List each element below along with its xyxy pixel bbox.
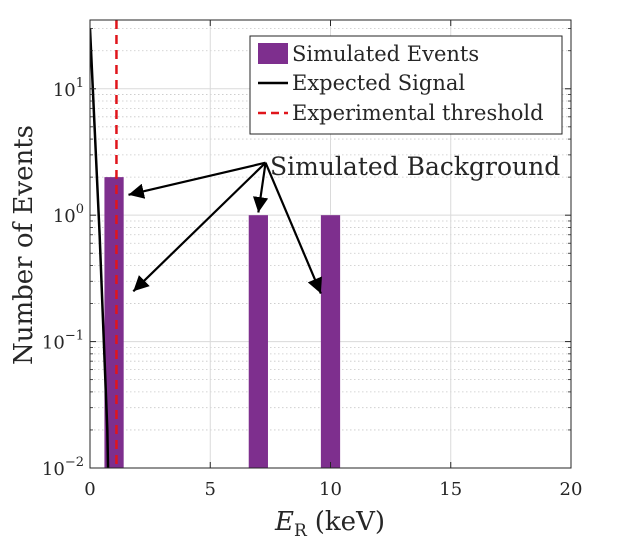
y-tick-base: 10 bbox=[42, 333, 65, 354]
x-tick-label: 10 bbox=[319, 479, 342, 500]
y-tick-base: 10 bbox=[42, 459, 65, 480]
annotation-arrow bbox=[264, 162, 322, 294]
legend-swatch-simulated-events bbox=[258, 43, 288, 64]
y-tick-label: 101 bbox=[53, 76, 84, 101]
annotation-arrow bbox=[252, 162, 269, 213]
ticks bbox=[89, 20, 572, 469]
y-tick-exponent: 0 bbox=[76, 202, 84, 217]
y-axis-label: Number of Events bbox=[9, 125, 39, 365]
y-tick-exponent: −2 bbox=[65, 455, 84, 470]
x-tick-label: 5 bbox=[205, 479, 216, 500]
annotation-arrow bbox=[132, 161, 267, 293]
legend-box bbox=[249, 35, 563, 135]
y-tick-exponent: −1 bbox=[65, 329, 84, 344]
x-axis-label-sub: R bbox=[294, 521, 308, 541]
histogram-bar bbox=[104, 177, 124, 468]
legend-label-simulated-events: Simulated Events bbox=[292, 42, 479, 66]
x-tick-labels: 0 5 10 15 20 bbox=[84, 479, 582, 500]
lines bbox=[90, 20, 118, 468]
y-tick-base: 10 bbox=[53, 80, 76, 101]
expected-signal-line bbox=[90, 28, 110, 468]
y-tick-label: 10−1 bbox=[42, 329, 84, 354]
bars bbox=[104, 177, 341, 468]
y-tick-label: 100 bbox=[53, 202, 84, 227]
annotation-text: Simulated Background bbox=[270, 152, 560, 181]
x-axis-label-units: (keV) bbox=[315, 507, 385, 537]
x-tick-label: 15 bbox=[439, 479, 462, 500]
y-tick-label: 10−2 bbox=[42, 455, 84, 480]
legend-label-expected-signal: Expected Signal bbox=[292, 71, 465, 95]
x-axis-label: ER (keV) bbox=[274, 507, 385, 541]
legend-label-threshold: Experimental threshold bbox=[292, 101, 544, 125]
annotation: Simulated Background bbox=[128, 152, 560, 294]
legend: Simulated Events Expected Signal Experim… bbox=[249, 35, 563, 135]
x-tick-label: 20 bbox=[560, 479, 583, 500]
x-tick-label: 0 bbox=[84, 479, 95, 500]
y-tick-exponent: 1 bbox=[76, 76, 84, 91]
x-axis-label-main: E bbox=[274, 507, 294, 537]
histogram-bar bbox=[320, 215, 341, 468]
y-tick-base: 10 bbox=[53, 206, 76, 227]
histogram-bar bbox=[248, 215, 268, 468]
annotation-arrow bbox=[128, 161, 266, 199]
